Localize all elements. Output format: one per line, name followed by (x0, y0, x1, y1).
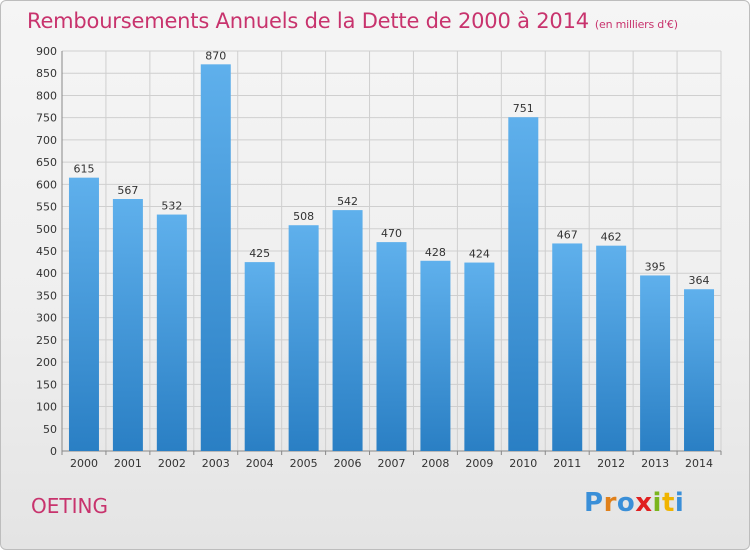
data-label: 567 (117, 184, 138, 197)
data-label: 462 (601, 231, 622, 244)
bar-2001 (112, 199, 143, 451)
logo-letter: P (584, 488, 604, 518)
y-tick-label: 150 (36, 378, 57, 391)
x-tick-label: 2000 (70, 457, 98, 470)
data-label: 508 (293, 210, 314, 223)
y-tick-label: 400 (36, 267, 57, 280)
y-tick-label: 0 (50, 445, 57, 458)
y-tick-label: 550 (36, 201, 57, 214)
tick-labels: 0 50 100 150 200 250 300 350 400 450 500 550 600 650 7… (36, 45, 713, 470)
x-tick-label: 2013 (641, 457, 669, 470)
x-tick-label: 2007 (378, 457, 406, 470)
data-label: 364 (689, 274, 710, 287)
y-tick-label: 500 (36, 223, 57, 236)
bars (68, 64, 715, 452)
bar-2000 (68, 177, 99, 451)
data-label: 870 (205, 49, 226, 62)
bar-2002 (156, 214, 187, 451)
y-tick-label: 50 (43, 423, 57, 436)
data-label: 751 (513, 102, 534, 115)
bar-2007 (376, 242, 407, 451)
chart-title: Remboursements Annuels de la Dette de 20… (27, 9, 678, 33)
logo-letter: r (603, 488, 617, 518)
y-tick-label: 750 (36, 112, 57, 125)
bar-2003 (200, 64, 231, 452)
bar-2010 (508, 117, 539, 451)
y-tick-label: 600 (36, 178, 57, 191)
logo-letter: i (652, 488, 662, 518)
y-tick-label: 850 (36, 67, 57, 80)
bar-2009 (464, 262, 495, 451)
data-label: 615 (73, 163, 94, 176)
logo-letter: o (616, 488, 636, 518)
x-tick-label: 2010 (509, 457, 537, 470)
x-tick-label: 2014 (685, 457, 713, 470)
data-label: 467 (557, 228, 578, 241)
bar-2008 (420, 260, 451, 451)
logo-letter: t (661, 488, 675, 518)
chart-title-text: Remboursements Annuels de la Dette de 20… (27, 9, 589, 33)
y-tick-label: 100 (36, 401, 57, 414)
data-labels: 615 567 532 870 425 508 542 470 428 424 751 467 462 3… (73, 49, 709, 287)
data-label: 395 (645, 260, 666, 273)
y-tick-label: 800 (36, 89, 57, 102)
y-tick-label: 700 (36, 134, 57, 147)
x-tick-label: 2002 (158, 457, 186, 470)
y-tick-label: 650 (36, 156, 57, 169)
y-tick-label: 300 (36, 312, 57, 325)
x-tick-label: 2009 (465, 457, 493, 470)
bar-2004 (244, 262, 275, 451)
x-tick-label: 2003 (202, 457, 230, 470)
y-tick-label: 900 (36, 45, 57, 58)
x-tick-label: 2001 (114, 457, 142, 470)
data-label: 425 (249, 247, 270, 260)
chart-unit: (en milliers d'€) (594, 18, 678, 31)
x-tick-label: 2012 (597, 457, 625, 470)
proxiti-logo[interactable]: Proxiti (584, 488, 684, 518)
bar-2013 (640, 275, 671, 451)
x-tick-label: 2008 (421, 457, 449, 470)
x-tick-label: 2005 (290, 457, 318, 470)
x-tick-label: 2006 (334, 457, 362, 470)
data-label: 428 (425, 246, 446, 259)
data-label: 424 (469, 248, 490, 261)
city-name: OETING (31, 494, 108, 518)
bar-2011 (552, 243, 583, 451)
bar-2006 (332, 210, 363, 451)
bar-2012 (596, 245, 627, 451)
data-label: 542 (337, 195, 358, 208)
y-tick-label: 200 (36, 356, 57, 369)
y-tick-label: 250 (36, 334, 57, 347)
bar-2014 (684, 289, 715, 451)
data-label: 532 (161, 200, 182, 213)
logo-letter: x (635, 488, 653, 518)
x-tick-label: 2004 (246, 457, 274, 470)
logo-letter: i (674, 488, 685, 518)
bar-2005 (288, 225, 319, 451)
y-tick-label: 450 (36, 245, 57, 258)
x-tick-label: 2011 (553, 457, 581, 470)
y-tick-label: 350 (36, 289, 57, 302)
data-label: 470 (381, 227, 402, 240)
